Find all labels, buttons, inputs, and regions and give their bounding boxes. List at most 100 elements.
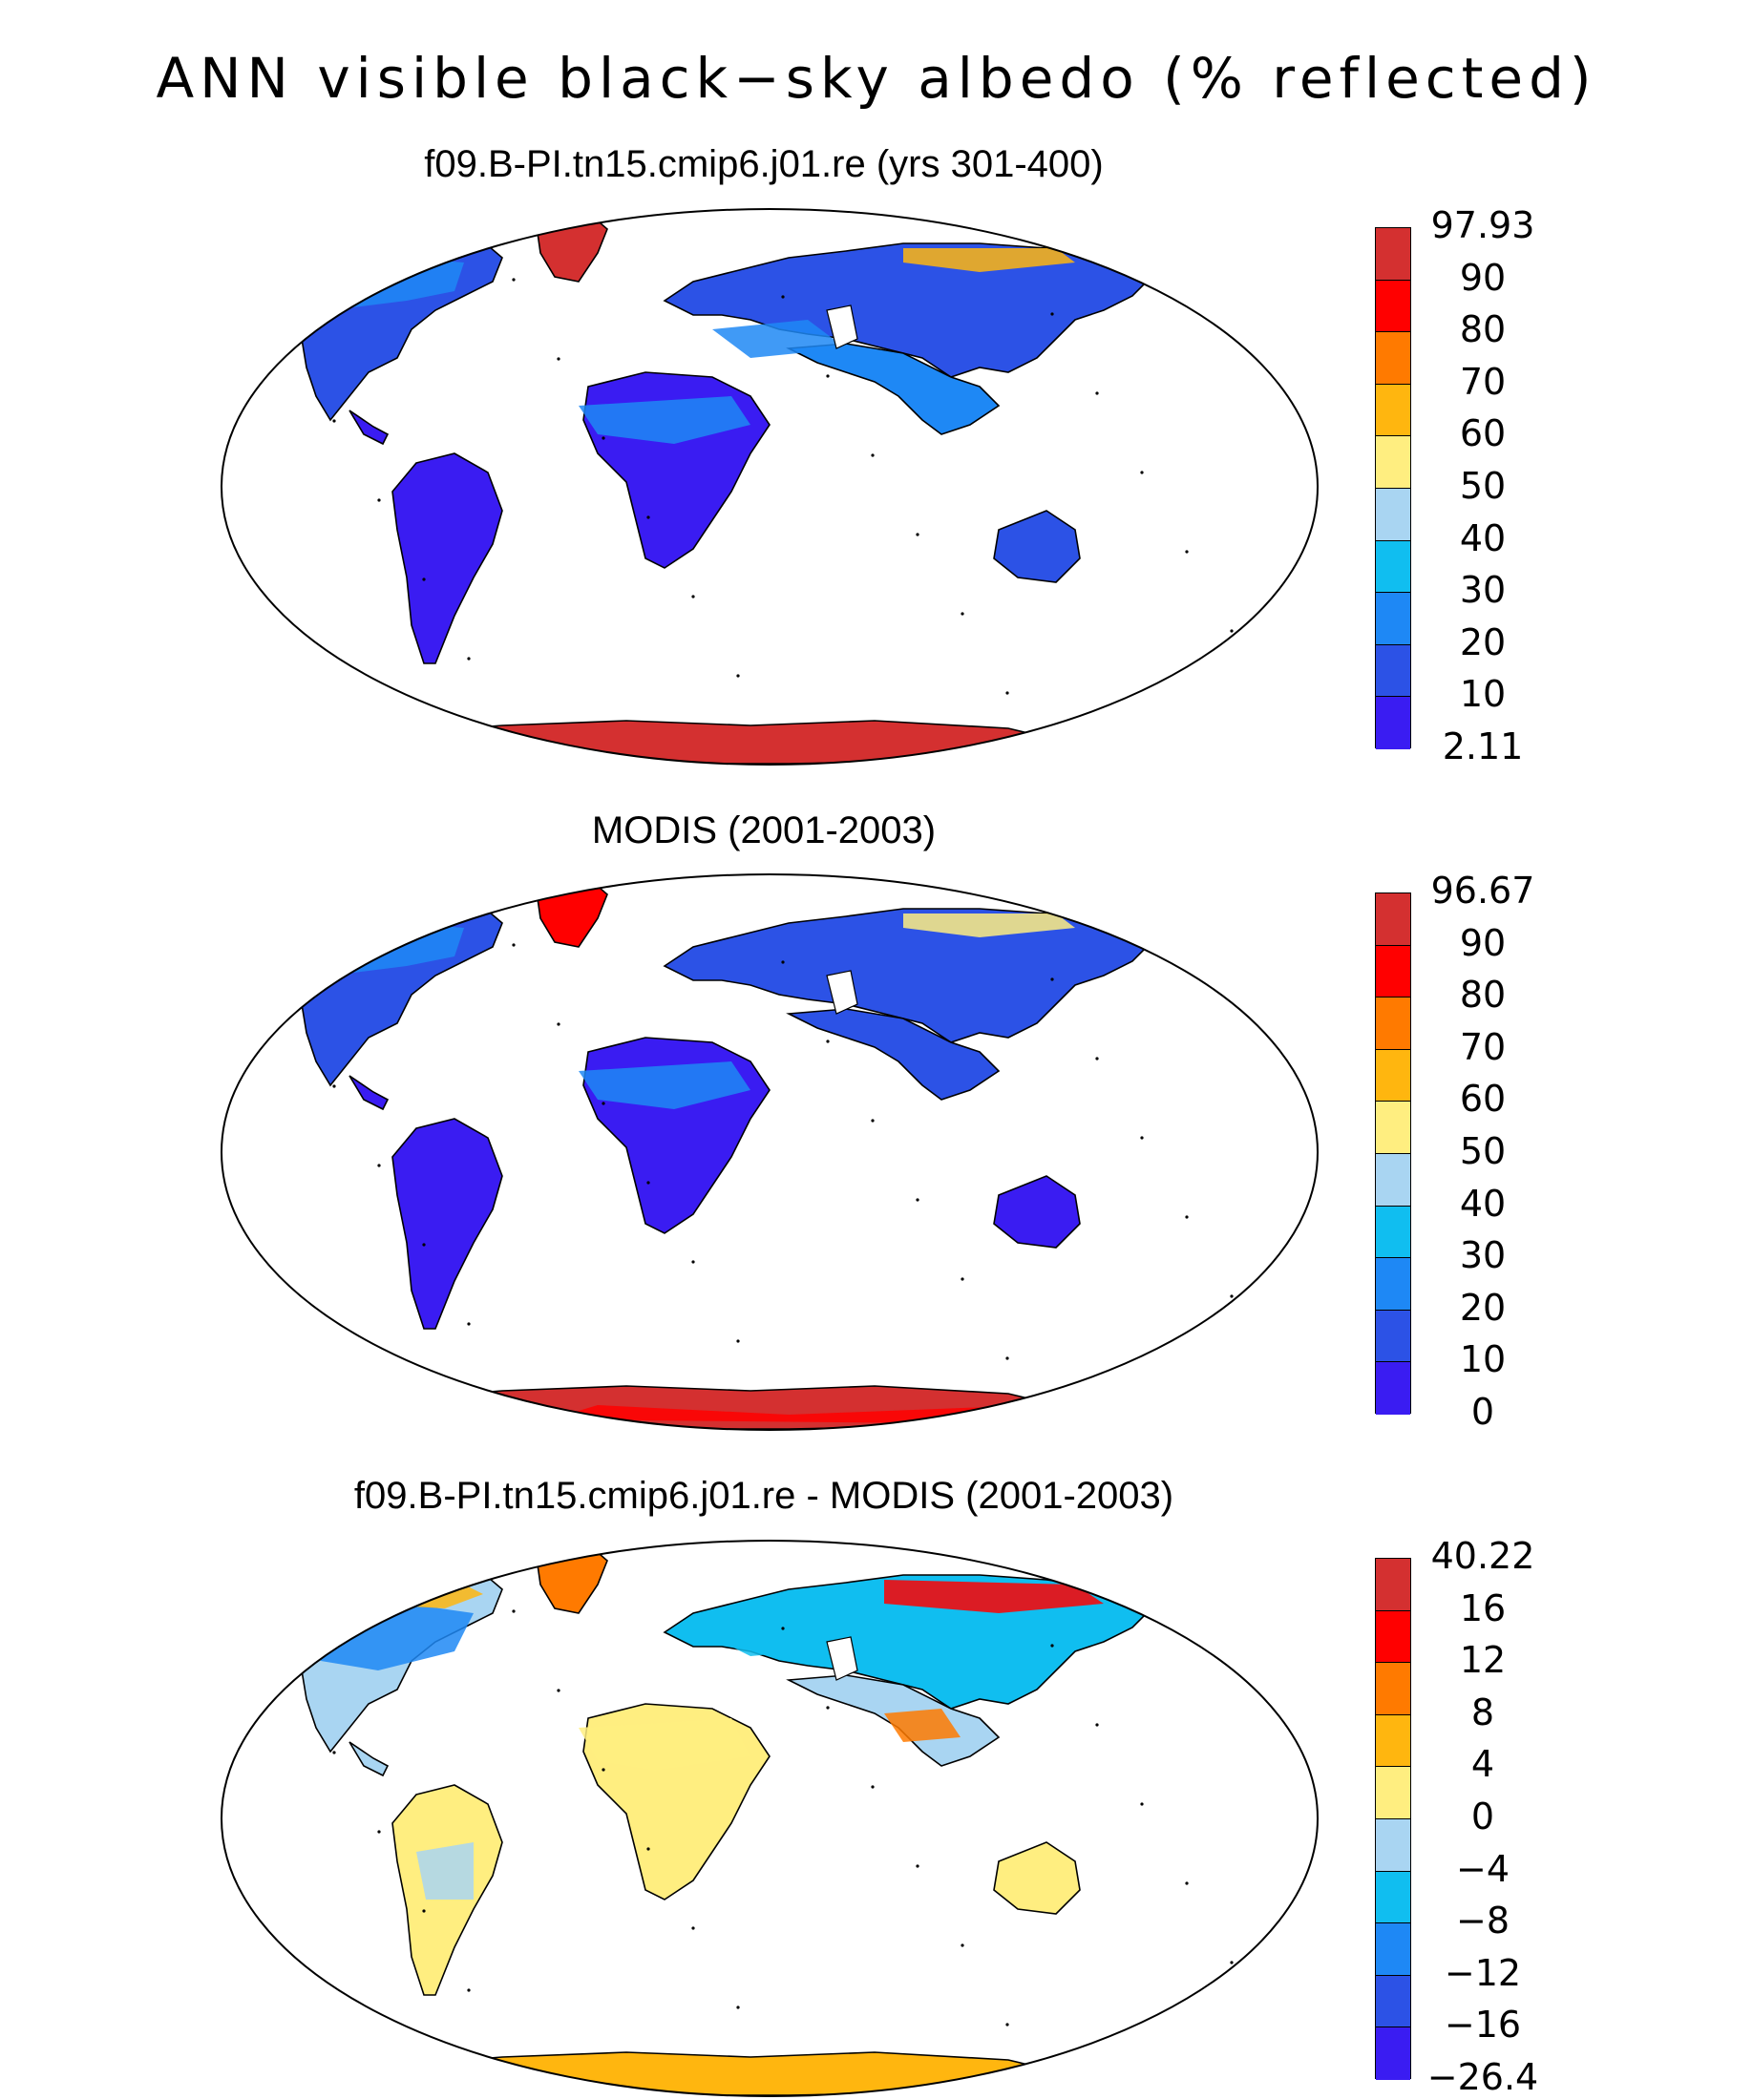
value-patch (311, 1604, 474, 1670)
colorbar-swatch (1376, 1767, 1410, 1819)
asia-landmass (786, 343, 1001, 435)
island-marker (243, 261, 246, 264)
colorbar-tick-label: 80 (1459, 308, 1507, 351)
colorbar-tick-label: 70 (1459, 360, 1507, 403)
greenland-landmass (535, 881, 608, 948)
island-marker (287, 1005, 291, 1009)
island-marker (826, 1040, 830, 1043)
colorbar-swatch (1376, 1975, 1410, 2028)
island-marker (646, 1181, 650, 1185)
island-marker (287, 340, 291, 344)
value-patch (579, 1061, 750, 1109)
value-patch (416, 1842, 474, 1900)
northAmerica-landmass (271, 233, 503, 422)
island-marker (467, 657, 471, 661)
colorbar-swatch (1376, 1258, 1410, 1311)
island-marker (602, 436, 605, 440)
colorbar-tick-label: 8 (1470, 1690, 1495, 1733)
missing-data-region (826, 304, 858, 349)
greenland-landmass (535, 1547, 608, 1614)
colorbar-tick-label: 40 (1459, 1182, 1507, 1225)
northAmerica-landmass (271, 898, 503, 1087)
island-marker (512, 943, 516, 947)
colorbar-swatch (1376, 1871, 1410, 1924)
island-marker (961, 1943, 964, 1947)
colorbar-swatch (1376, 697, 1410, 749)
island-marker (826, 374, 830, 378)
island-marker (557, 1022, 560, 1026)
colorbar-tick-label: 30 (1459, 569, 1507, 612)
island-marker (1095, 391, 1099, 395)
value-patch (579, 1718, 750, 1771)
island-marker (781, 1627, 785, 1630)
map-border (221, 1540, 1319, 2097)
antarctica-landmass (357, 720, 1058, 765)
island-marker (871, 1785, 875, 1789)
value-patch (579, 396, 750, 444)
colorbar-swatch (1376, 1153, 1410, 1207)
colorbar-tick-label: 40 (1459, 516, 1507, 559)
island-marker (691, 595, 695, 598)
colorbar-swatch (1376, 1310, 1410, 1363)
colorbar-swatch (1376, 488, 1410, 541)
island-marker (422, 578, 426, 581)
colorbar-swatch (1376, 1362, 1410, 1415)
colorbar-swatch (1376, 1559, 1410, 1611)
europe-landmass (663, 908, 1153, 1043)
colorbar-tick-label: 40.22 (1430, 1535, 1535, 1577)
centralAmerica-landmass (348, 1741, 390, 1777)
island-marker (736, 674, 740, 678)
island-marker (512, 1609, 516, 1613)
colorbar-swatch (1376, 1206, 1410, 1259)
island-marker (377, 1164, 381, 1167)
colorbar-tick-label: 90 (1459, 256, 1507, 299)
colorbar-swatch (1376, 1049, 1410, 1102)
colorbar-swatch (1376, 1818, 1410, 1872)
colorbar-tick-label: 60 (1459, 412, 1507, 455)
island-marker (1095, 1723, 1099, 1727)
figure-title: ANN visible black−sky albedo (% reflecte… (156, 46, 1597, 111)
value-patch (903, 248, 1075, 272)
colorbar-tick-label: 50 (1459, 1130, 1507, 1172)
colorbar-tick-label: 96.67 (1430, 870, 1535, 912)
island-marker (646, 515, 650, 519)
map-1-content (221, 208, 1319, 766)
panel-2-title: MODIS (2001-2003) (591, 809, 937, 851)
island-marker (467, 1988, 471, 1992)
colorbar-swatch (1376, 1610, 1410, 1664)
colorbar-tick-label: 50 (1459, 465, 1507, 507)
colorbar-tick-label: 10 (1459, 1338, 1507, 1381)
island-marker (826, 1706, 830, 1710)
island-marker (781, 295, 785, 299)
colorbar-tick-label: 20 (1459, 620, 1507, 663)
greenland-landmass (535, 216, 608, 283)
island-marker (557, 357, 560, 361)
colorbar-swatch (1376, 1714, 1410, 1768)
map-panel-2 (221, 873, 1319, 1431)
panel-1-title: f09.B-PI.tn15.cmip6.j01.re (yrs 301-400) (424, 143, 1104, 185)
australia-landmass (993, 1175, 1081, 1249)
island-marker (243, 926, 246, 930)
colorbar-swatch (1376, 1663, 1410, 1715)
colorbar-tick-label: −8 (1455, 1900, 1510, 1942)
colorbar-swatch (1376, 436, 1410, 489)
island-marker (1185, 1881, 1189, 1885)
island-marker (871, 453, 875, 457)
colorbar-swatch (1376, 945, 1410, 998)
colorbar-swatch (1376, 1102, 1410, 1154)
island-marker (1140, 1136, 1144, 1140)
colorbar-3-swatches (1375, 1558, 1411, 2080)
map-panel-1 (221, 208, 1319, 766)
island-marker (646, 1847, 650, 1851)
centralAmerica-landmass (348, 410, 390, 446)
island-marker (557, 1689, 560, 1692)
colorbar-tick-label: −26.4 (1426, 2056, 1539, 2098)
colorbar-tick-label: −16 (1444, 2004, 1522, 2047)
map-border (221, 873, 1319, 1431)
island-marker (332, 1084, 336, 1088)
australia-landmass (993, 1841, 1081, 1915)
island-marker (736, 1339, 740, 1343)
island-marker (1185, 1215, 1189, 1219)
colorbar-tick-label: 20 (1459, 1286, 1507, 1329)
island-marker (916, 1864, 919, 1868)
